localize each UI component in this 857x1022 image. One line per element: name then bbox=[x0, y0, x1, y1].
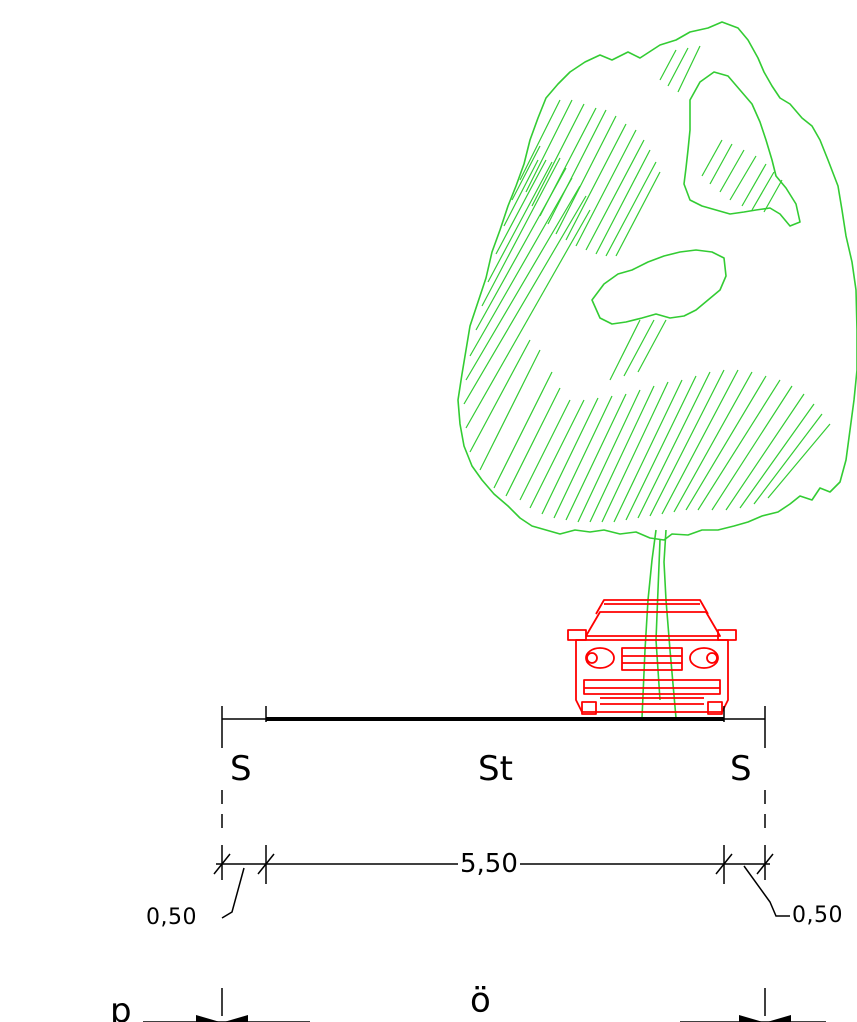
boundary-arrows bbox=[196, 1015, 791, 1022]
car-wheel-right bbox=[707, 701, 723, 715]
car-front-icon bbox=[567, 599, 737, 715]
car-headlight-left bbox=[585, 647, 615, 669]
tree-icon bbox=[457, 21, 857, 719]
leader-right-offset bbox=[743, 865, 790, 917]
label-center-zone: St bbox=[478, 749, 513, 789]
tree-inner-gap-middle bbox=[591, 249, 727, 325]
label-left-offset: 0,50 bbox=[146, 905, 197, 930]
label-main-dimension: 5,50 bbox=[458, 849, 520, 879]
car-mirror-left bbox=[567, 629, 587, 641]
car-mirror-right bbox=[717, 629, 737, 641]
label-right-boundary: ö bbox=[470, 981, 491, 1021]
leader-left-offset bbox=[221, 867, 245, 919]
car-bumper bbox=[583, 679, 721, 695]
label-left-boundary: p bbox=[110, 991, 132, 1022]
tree-trunk-left bbox=[641, 529, 657, 719]
arrow-o-right bbox=[739, 1015, 763, 1022]
arrow-o-left bbox=[767, 1015, 791, 1022]
arrow-p-right bbox=[196, 1015, 220, 1022]
tree-inner-gap-upper bbox=[683, 71, 801, 227]
label-right-offset: 0,50 bbox=[792, 903, 843, 928]
car-headlight-right bbox=[689, 647, 719, 669]
label-left-zone: S bbox=[230, 749, 252, 789]
car-body bbox=[575, 639, 729, 713]
car-grille bbox=[621, 647, 683, 671]
arrow-p-left bbox=[224, 1015, 248, 1022]
tree-trunk-right bbox=[663, 529, 677, 719]
car-wheel-left bbox=[581, 701, 597, 715]
car-roof bbox=[595, 599, 709, 615]
tree-trunk-mid bbox=[655, 539, 661, 701]
tree-canopy-outline bbox=[457, 21, 857, 541]
car-windshield bbox=[585, 611, 721, 637]
label-right-zone: S bbox=[730, 749, 752, 789]
tree-canopy-hatching bbox=[463, 45, 831, 523]
